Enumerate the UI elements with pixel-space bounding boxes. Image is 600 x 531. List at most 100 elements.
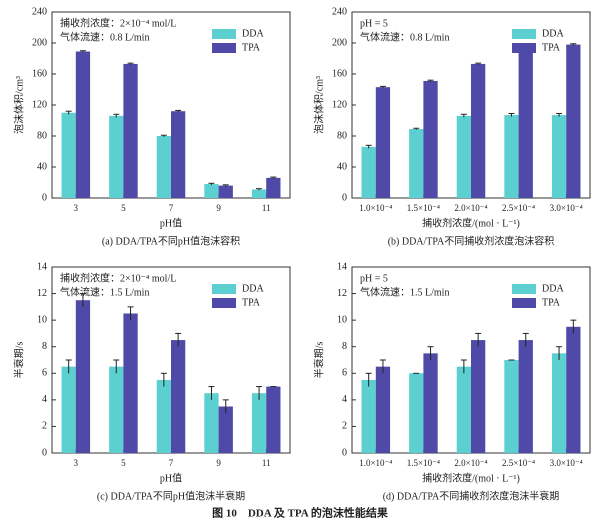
x-axis-label: 捕收剂浓度/(mol · L⁻¹) [422,216,520,229]
x-tick-label: 2.5×10⁻⁴ [502,203,535,213]
x-tick-label: 9 [216,458,221,468]
y-tick-label: 10 [337,314,347,325]
y-tick-label: 80 [337,130,347,141]
bar [109,115,124,198]
y-tick-label: 0 [42,192,47,203]
y-axis-label: 泡沫体积/cm³ [312,76,325,134]
y-tick-label: 12 [37,288,47,299]
x-tick-label: 1.0×10⁻⁴ [359,203,392,213]
bar [504,115,519,198]
bar [361,379,376,453]
bar [566,326,581,453]
bar [171,340,186,453]
y-tick-label: 14 [37,261,47,272]
x-tick-label: 1.5×10⁻⁴ [407,203,440,213]
y-tick-label: 0 [342,447,347,458]
bar [266,386,281,453]
y-tick-label: 14 [337,261,347,272]
legend-label: TPA [542,297,561,308]
legend-swatch [212,284,236,294]
bar [551,353,567,453]
bar [156,379,171,453]
legend-swatch [512,284,536,294]
y-tick-label: 2 [342,421,347,432]
bar [75,51,91,199]
bar [123,313,138,453]
y-tick-label: 6 [42,368,47,379]
panel: 0 2 4 6 8 10 12 14 半衰期/s 捕收剂浓度/(mol · L⁻¹) (d) DDA… [312,261,591,502]
y-tick-label: 0 [342,192,347,203]
bar [361,146,376,198]
annotation: pH = 5 [360,18,388,29]
annotation: 气体流速：0.8 L/min [60,30,149,43]
y-tick-label: 4 [42,394,47,405]
x-tick-label: 9 [216,203,221,213]
figure-caption: 图 10 DDA 及 TPA 的泡沫性能结果 [212,506,388,520]
panel: 0 40 80 120 160 200 240 泡沫体积/cm³ pH值 (a) DDA/TPA不… [12,6,291,247]
legend-swatch [212,298,236,308]
legend-label: DDA [542,283,564,294]
y-tick-label: 12 [337,288,347,299]
y-tick-label: 0 [42,447,47,458]
x-tick-label: 3.0×10⁻⁴ [550,458,583,468]
y-tick-label: 160 [32,68,47,79]
bar [504,360,519,453]
bar [204,184,219,198]
bar [375,366,391,453]
legend-label: DDA [242,283,264,294]
x-tick-label: 7 [169,458,174,468]
panel: 0 2 4 6 8 10 12 14 半衰期/s pH值 (c) DDA/TPA不同pH值泡沫半衰期… [12,261,291,502]
annotation: pH = 5 [360,273,388,284]
bar [123,63,138,198]
bar [471,340,486,453]
legend-swatch [512,298,536,308]
panel: 0 40 80 120 160 200 240 泡沫体积/cm³ 捕收剂浓度/(mol · L⁻… [312,6,591,247]
x-tick-label: 7 [169,203,174,213]
x-tick-label: 2.0×10⁻⁴ [454,203,487,213]
bar [409,129,424,198]
annotation: 捕收剂浓度：2×10⁻⁴ mol/L [60,16,176,29]
y-tick-label: 40 [37,161,47,172]
legend-label: DDA [542,28,564,39]
bar [518,51,533,199]
bar [456,115,471,198]
bar [551,115,567,198]
x-tick-label: 11 [262,458,271,468]
x-axis-label: pH值 [160,216,182,229]
bar [75,300,91,453]
bar [204,393,219,453]
annotation: 气体流速：1.5 L/min [360,285,449,298]
bar [171,111,186,198]
bar [218,406,233,453]
legend-label: TPA [542,42,561,53]
x-tick-label: 5 [121,458,126,468]
bar [266,177,281,198]
annotation: 气体流速：1.5 L/min [60,285,149,298]
x-tick-label: 5 [121,203,126,213]
x-axis-label: 捕收剂浓度/(mol · L⁻¹) [422,471,520,484]
y-tick-label: 8 [342,341,347,352]
y-tick-label: 80 [37,130,47,141]
bar [61,366,76,453]
y-tick-label: 200 [332,37,347,48]
y-axis-label: 泡沫体积/cm³ [12,76,25,134]
y-axis-label: 半衰期/s [12,342,25,379]
legend-swatch [212,29,236,39]
x-tick-label: 2.5×10⁻⁴ [502,458,535,468]
panel-caption: (b) DDA/TPA不同捕收剂浓度泡沫容积 [388,234,555,247]
y-tick-label: 200 [32,37,47,48]
panel-caption: (d) DDA/TPA不同捕收剂浓度泡沫半衰期 [383,489,560,502]
y-tick-label: 120 [332,99,347,110]
legend-label: TPA [242,42,261,53]
x-tick-label: 3 [74,458,79,468]
y-tick-label: 6 [342,368,347,379]
bar [566,44,581,198]
x-tick-label: 3.0×10⁻⁴ [550,203,583,213]
y-tick-label: 120 [32,99,47,110]
bar [471,63,486,198]
y-tick-label: 40 [337,161,347,172]
legend-label: TPA [242,297,261,308]
bar [409,373,424,453]
x-axis-label: pH值 [160,471,182,484]
x-tick-label: 2.0×10⁻⁴ [454,458,487,468]
